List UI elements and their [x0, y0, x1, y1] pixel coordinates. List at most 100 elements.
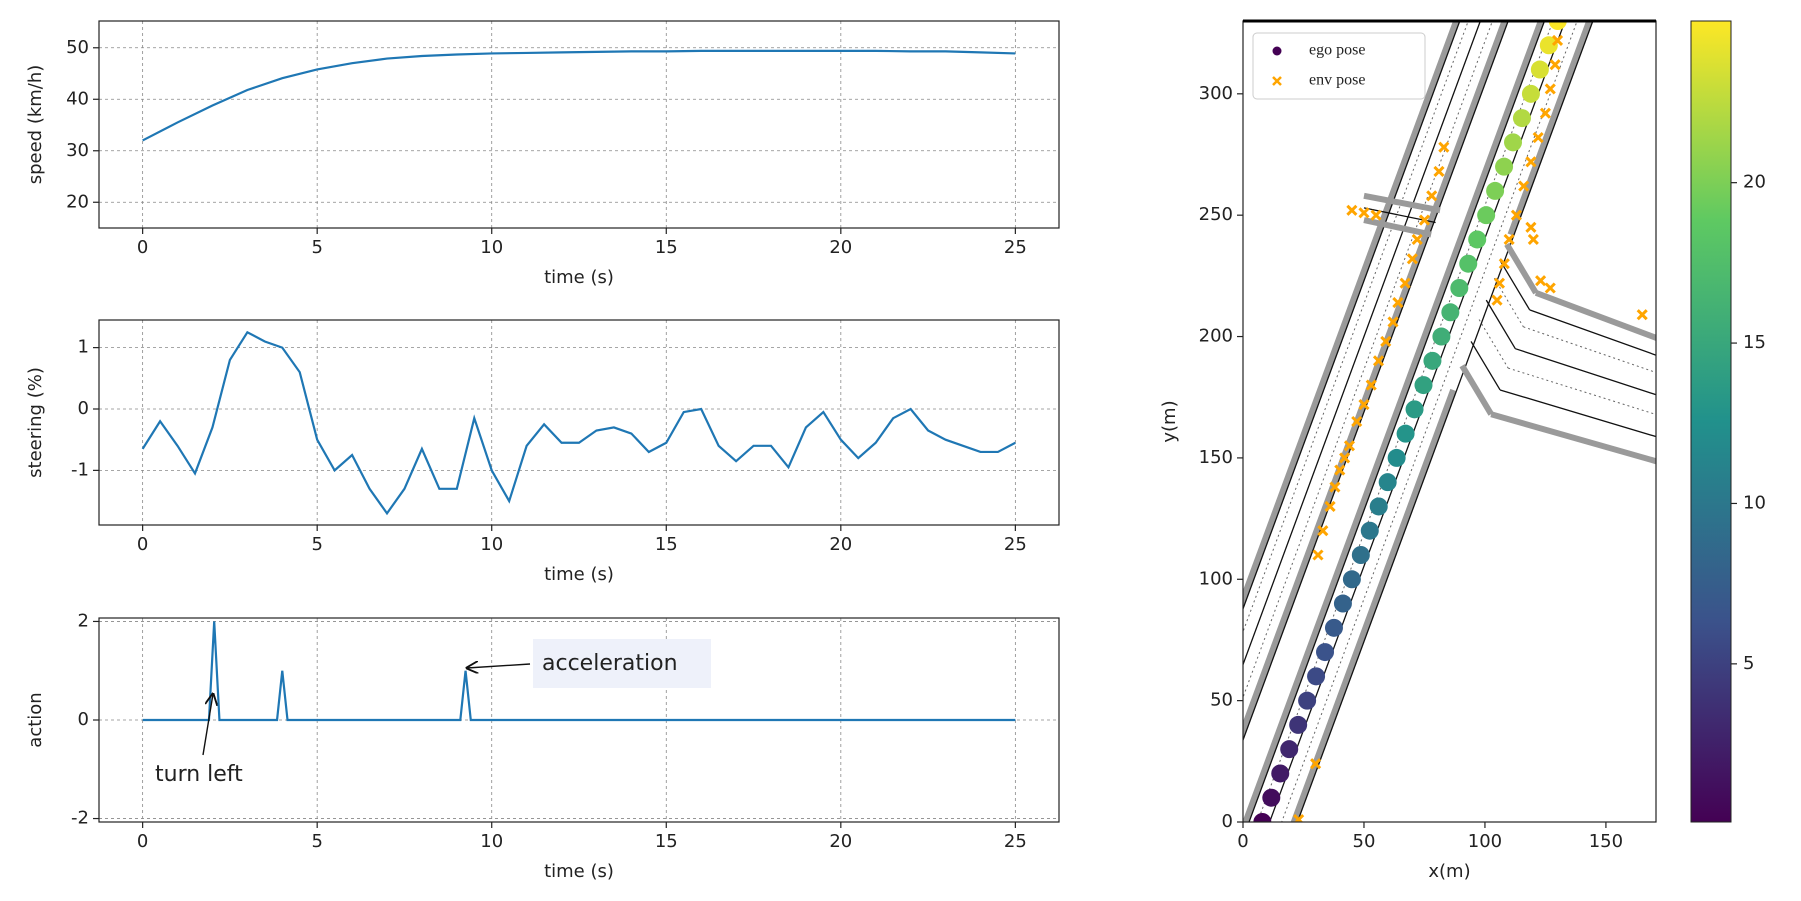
env-pose [1346, 204, 1358, 216]
ego-pose [1486, 181, 1505, 200]
env-pose [1399, 277, 1411, 289]
x-axis-label: time (s) [544, 564, 614, 585]
line-series [142, 49, 1016, 142]
x-tick-label: 5 [311, 237, 322, 258]
map-area [1243, 21, 1656, 822]
ego-pose [1423, 351, 1442, 370]
y-tick-label: 150 [1199, 447, 1233, 468]
ego-pose [1369, 497, 1388, 516]
road-line [1534, 290, 1656, 342]
env-pose [1493, 277, 1506, 289]
ego-pose [1512, 109, 1531, 128]
road-line [1515, 348, 1656, 396]
env-pose [1406, 253, 1418, 265]
road-line [1243, 21, 1508, 739]
ego-pose [1477, 206, 1496, 225]
env-pose [1636, 309, 1648, 321]
env-pose [1370, 209, 1382, 221]
y-tick-label: 30 [66, 140, 89, 161]
legend-marker [1272, 76, 1282, 86]
x-tick-label: 20 [829, 831, 852, 852]
env-pose [1358, 398, 1370, 411]
env-pose [1510, 209, 1522, 221]
y-tick-label: 20 [66, 191, 89, 212]
ego-pose [1521, 84, 1540, 103]
x-tick-label: 10 [480, 534, 503, 555]
ego-pose [1333, 594, 1352, 613]
env-pose [1525, 221, 1537, 233]
road-line [1485, 299, 1516, 350]
colorbar [1690, 20, 1732, 823]
ego-pose [1539, 36, 1558, 55]
y-tick-label: 50 [1210, 690, 1233, 711]
env-pose [1426, 190, 1438, 202]
y-axis-label: y(m) [1159, 400, 1180, 442]
annotation-arrow [467, 664, 531, 668]
legend-label: ego pose [1309, 42, 1365, 59]
x-tick-label: 25 [1004, 831, 1027, 852]
env-pose [1329, 481, 1341, 493]
env-pose [1532, 131, 1544, 144]
x-tick-label: 0 [1237, 831, 1248, 852]
ego-pose [1262, 788, 1281, 807]
annotation: acceleration [542, 651, 678, 676]
ego-pose [1342, 570, 1361, 589]
env-pose [1539, 107, 1551, 119]
road-line [1529, 309, 1656, 356]
colorbar-tick-label: 15 [1743, 332, 1766, 353]
road-line [1248, 21, 1546, 822]
ego-pose [1396, 424, 1415, 443]
env-pose [1365, 379, 1377, 391]
road-line [1523, 326, 1656, 374]
env-pose [1551, 34, 1564, 46]
env-pose [1310, 758, 1322, 770]
env-pose [1312, 549, 1324, 561]
x-axis-label: time (s) [544, 861, 614, 882]
env-pose [1549, 59, 1561, 71]
env-pose [1392, 297, 1404, 309]
x-tick-label: 0 [137, 534, 148, 555]
ego-pose [1548, 21, 1567, 30]
x-tick-label: 15 [655, 831, 678, 852]
road-line [1470, 341, 1501, 391]
x-tick-label: 0 [137, 237, 148, 258]
env-pose [1372, 355, 1385, 367]
env-pose [1491, 294, 1503, 306]
ego-pose [1432, 327, 1451, 346]
ego-pose [1530, 60, 1549, 79]
colorbar-tick-label: 10 [1743, 492, 1766, 513]
road-line [1499, 389, 1656, 438]
legend-box [1252, 32, 1426, 100]
legend-label: env pose [1309, 72, 1365, 89]
x-tick-label: 25 [1004, 237, 1027, 258]
x-tick-label: 10 [480, 831, 503, 852]
road-line [1507, 367, 1656, 415]
y-tick-label: 100 [1199, 568, 1233, 589]
env-pose [1411, 233, 1423, 246]
ego-pose [1468, 230, 1487, 249]
line-series [142, 621, 1016, 722]
env-pose [1343, 440, 1356, 452]
road-line [1490, 411, 1656, 465]
ego-pose [1307, 667, 1326, 686]
y-tick-label: 0 [78, 398, 89, 419]
road-line [1363, 217, 1432, 238]
road-line [1507, 21, 1593, 236]
road-line [1500, 260, 1531, 311]
env-pose [1503, 233, 1515, 246]
ego-pose [1414, 376, 1433, 395]
plot-frame [98, 20, 1060, 229]
ego-pose [1324, 618, 1343, 637]
x-tick-label: 15 [655, 237, 678, 258]
env-pose [1380, 335, 1392, 347]
y-axis-label: steering (%) [25, 367, 46, 478]
env-pose [1433, 165, 1445, 178]
ego-pose [1450, 279, 1469, 297]
x-tick-label: 5 [311, 831, 322, 852]
y-tick-label: 0 [1222, 811, 1233, 832]
annotation: turn left [155, 762, 243, 787]
road-line [1504, 242, 1539, 295]
env-pose [1544, 282, 1556, 294]
colorbar-tick-label: 20 [1743, 172, 1766, 193]
y-axis-label: speed (km/h) [25, 65, 46, 185]
